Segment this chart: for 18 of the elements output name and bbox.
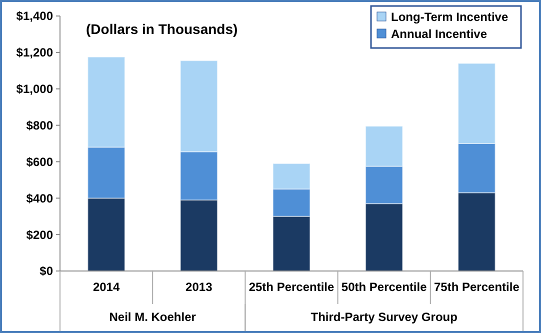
text: Neil M. Koehler <box>109 310 196 324</box>
x-tick-label: 2013 <box>186 280 213 294</box>
x-tick-label: 75th Percentile <box>434 280 520 294</box>
y-tick-label: $1,000 <box>16 82 54 96</box>
y-tick-label: $0 <box>40 264 54 278</box>
legend-label: Long-Term Incentive <box>391 10 508 24</box>
y-tick-label: $1,200 <box>16 46 54 60</box>
y-tick-label: $400 <box>26 191 54 206</box>
chart-title: (Dollars in Thousands) <box>86 21 238 37</box>
x-tick-label: 50th Percentile <box>341 280 428 294</box>
x-tick-label: 25th Percentile <box>248 280 335 294</box>
x-tick-label: 2014 <box>92 280 120 294</box>
y-tick-label: $600 <box>26 154 54 169</box>
text: Third-Party Survey Group <box>310 310 458 324</box>
legend-label: Annual Incentive <box>391 27 488 42</box>
y-tick-label: $200 <box>26 228 54 242</box>
y-tick-label: $800 <box>26 118 54 132</box>
y-tick-label: $1,400 <box>16 9 54 24</box>
